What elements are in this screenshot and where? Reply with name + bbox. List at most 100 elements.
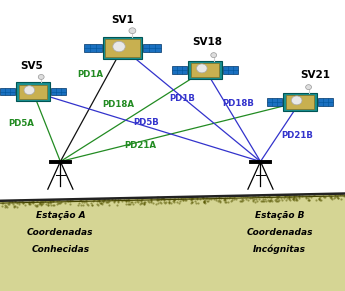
Point — [42, 199, 48, 203]
Point — [116, 196, 121, 201]
Point — [101, 197, 107, 202]
Point — [112, 198, 117, 203]
Point — [20, 201, 26, 205]
Point — [12, 199, 17, 204]
Point — [54, 202, 60, 207]
Point — [339, 191, 344, 196]
Text: Coordenadas: Coordenadas — [246, 228, 313, 237]
Point — [171, 197, 177, 201]
Text: PD1A: PD1A — [78, 70, 104, 79]
Point — [278, 196, 284, 200]
Point — [141, 201, 147, 205]
Point — [100, 199, 106, 203]
Point — [171, 197, 177, 202]
FancyBboxPatch shape — [19, 85, 47, 99]
Point — [189, 198, 194, 203]
Point — [268, 196, 273, 200]
Point — [168, 195, 173, 200]
Point — [189, 200, 194, 205]
FancyBboxPatch shape — [103, 37, 142, 59]
FancyBboxPatch shape — [0, 88, 15, 95]
Point — [335, 196, 341, 201]
Point — [222, 197, 228, 202]
Point — [91, 198, 97, 202]
Point — [17, 198, 23, 203]
Point — [248, 196, 253, 200]
Point — [161, 198, 166, 202]
Point — [250, 198, 256, 202]
Point — [329, 197, 335, 201]
Point — [88, 201, 93, 205]
Point — [252, 194, 258, 198]
Point — [154, 202, 159, 206]
Point — [275, 194, 280, 198]
Point — [45, 198, 50, 203]
Text: SV1: SV1 — [111, 15, 134, 25]
Point — [138, 199, 144, 204]
Circle shape — [306, 85, 312, 90]
Point — [294, 198, 300, 203]
Point — [46, 203, 51, 207]
Point — [279, 198, 285, 202]
Point — [250, 194, 255, 198]
Point — [205, 199, 211, 203]
Point — [137, 201, 143, 206]
Point — [134, 197, 140, 201]
Point — [130, 202, 136, 206]
Point — [182, 198, 187, 203]
Point — [288, 194, 294, 199]
Point — [39, 199, 44, 203]
Point — [293, 198, 298, 203]
Point — [166, 198, 172, 203]
Point — [199, 195, 204, 199]
Point — [96, 197, 101, 202]
Point — [48, 199, 54, 204]
Point — [264, 199, 269, 203]
Point — [154, 198, 159, 203]
Point — [239, 199, 244, 203]
Point — [8, 199, 13, 204]
Text: PD1B: PD1B — [169, 95, 195, 103]
Point — [195, 197, 200, 202]
Point — [78, 202, 83, 207]
Point — [104, 200, 109, 205]
Point — [175, 197, 180, 202]
Point — [332, 195, 337, 200]
Point — [242, 194, 248, 198]
Point — [115, 200, 120, 204]
Text: Conhecidas: Conhecidas — [31, 245, 89, 254]
Text: PD18A: PD18A — [102, 100, 134, 109]
Point — [3, 204, 9, 209]
Point — [192, 195, 198, 199]
Point — [149, 197, 154, 202]
FancyBboxPatch shape — [144, 44, 161, 52]
Point — [33, 203, 38, 208]
FancyBboxPatch shape — [51, 88, 66, 95]
Point — [286, 193, 291, 198]
Circle shape — [113, 41, 125, 52]
Point — [30, 199, 35, 203]
Point — [184, 198, 189, 202]
Point — [46, 203, 51, 207]
Point — [216, 195, 221, 200]
Point — [193, 198, 198, 203]
Point — [10, 199, 15, 204]
Circle shape — [197, 64, 207, 73]
Point — [158, 200, 163, 205]
Point — [184, 195, 189, 199]
Point — [316, 195, 322, 200]
Point — [57, 200, 62, 205]
Point — [296, 194, 302, 198]
Point — [163, 200, 169, 204]
Point — [159, 196, 165, 200]
Point — [2, 205, 8, 209]
Point — [149, 196, 154, 201]
Point — [169, 200, 174, 205]
Point — [174, 199, 180, 204]
Point — [180, 197, 186, 202]
Point — [83, 200, 89, 204]
Point — [39, 202, 45, 206]
Point — [227, 195, 233, 199]
Point — [252, 197, 257, 201]
Point — [221, 198, 227, 202]
